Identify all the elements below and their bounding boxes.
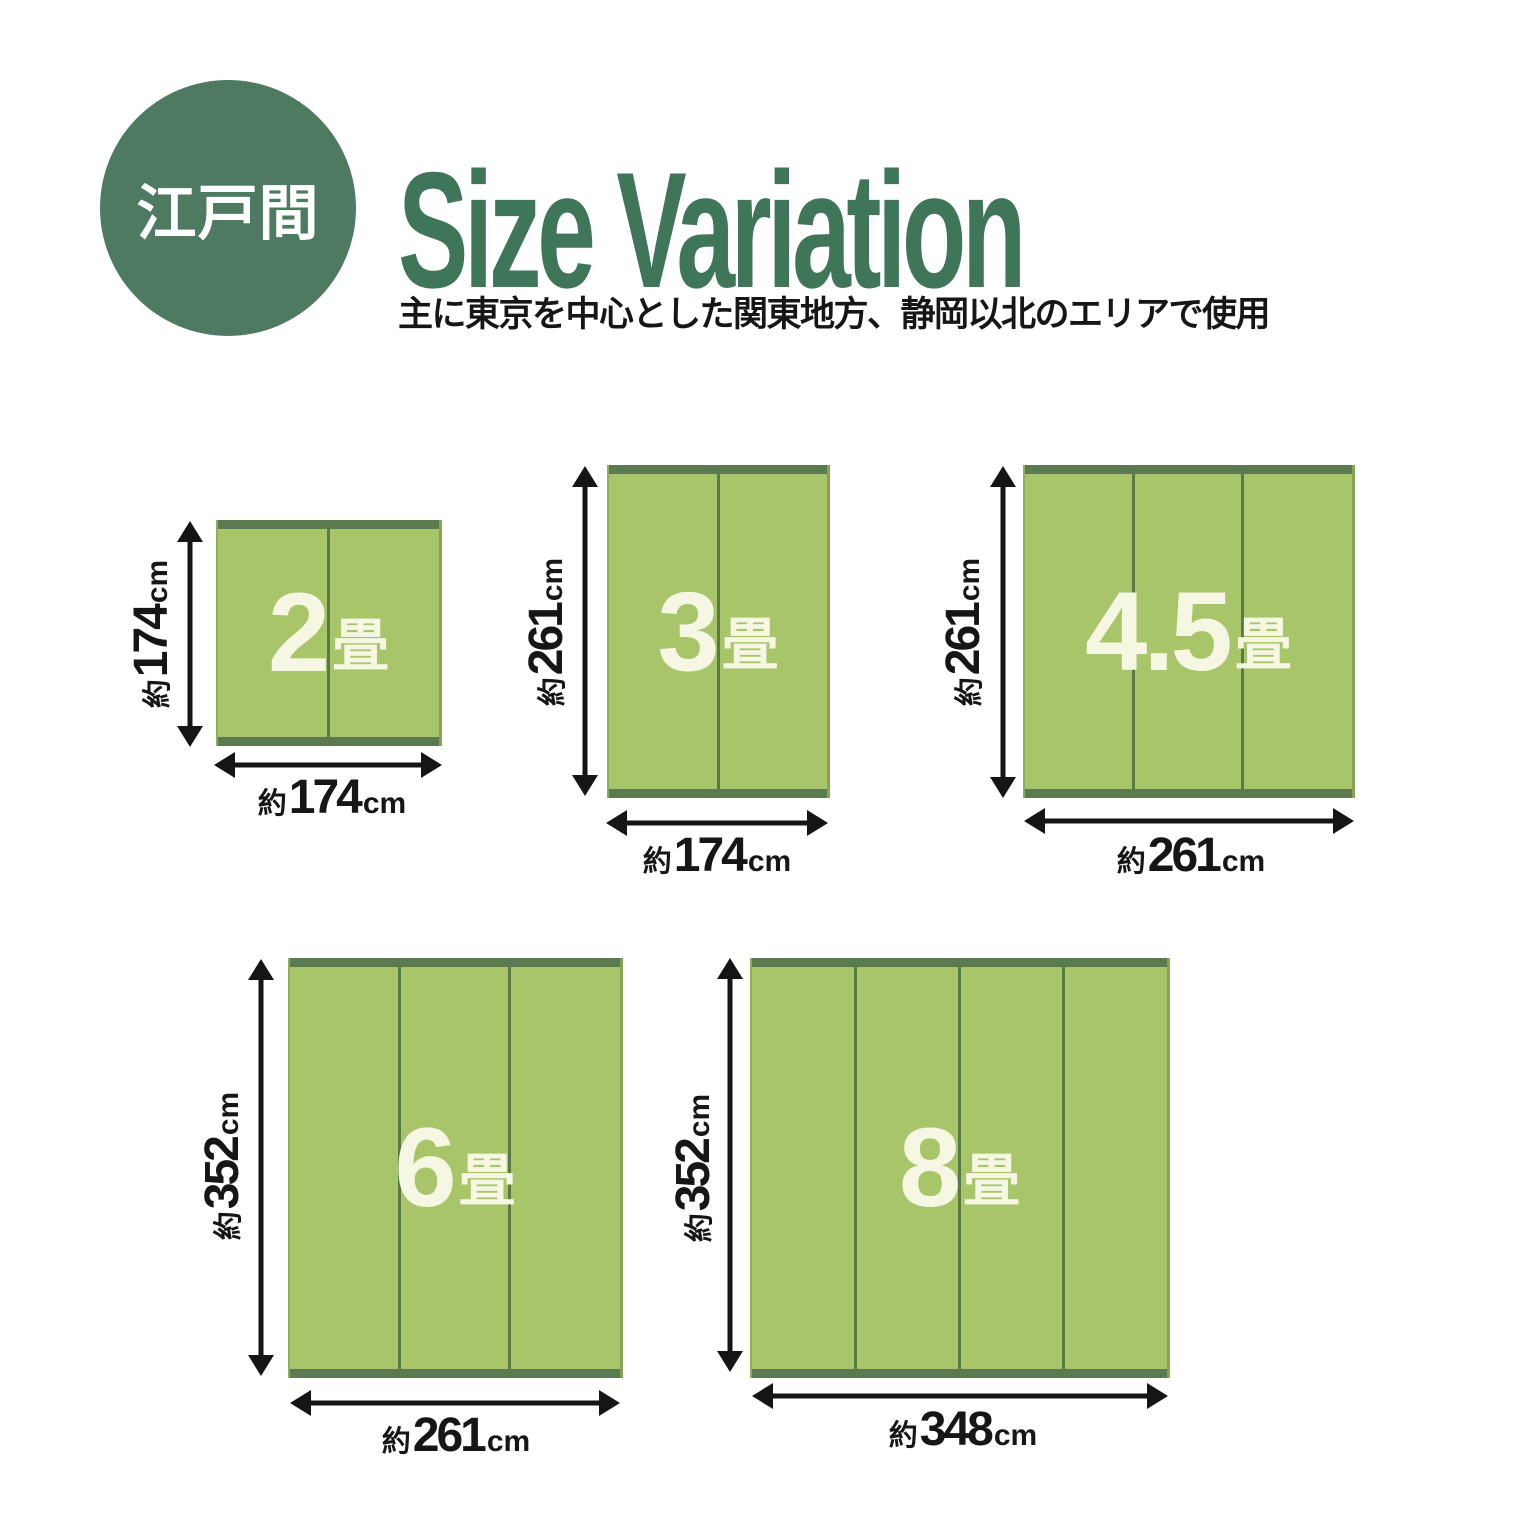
width-dimension-label: 約 261 cm (381, 1409, 531, 1462)
mat-divider (1241, 473, 1245, 790)
arrow-shaft (306, 1400, 604, 1406)
size-unit: 畳 (721, 612, 779, 677)
size-number: 4.5 (1085, 568, 1233, 694)
height-dimension-label: 約 261 cm (520, 557, 573, 707)
height-dimension-label: 約 352 cm (196, 1091, 249, 1241)
arrow-shaft (187, 537, 193, 731)
mat-divider (854, 966, 858, 1370)
size-label: 8 畳 (752, 958, 1167, 1378)
size-unit: 畳 (1234, 612, 1292, 677)
height-dimension-label: 約 174 cm (125, 559, 178, 709)
tatami-mat-6jo: 6 畳 (288, 958, 623, 1378)
size-unit: 畳 (963, 1149, 1021, 1213)
mat-divider (958, 966, 961, 1370)
height-arrow-icon (572, 466, 598, 796)
arrow-shaft (582, 482, 588, 780)
width-dimension-label: 約 348 cm (888, 1403, 1038, 1456)
size-number: 8 (898, 1105, 961, 1230)
arrow-shaft (1000, 482, 1006, 782)
width-dimension-label: 約 174 cm (642, 829, 792, 882)
mat-divider (1061, 966, 1065, 1370)
size-number: 2 (267, 570, 330, 695)
tatami-mat-2jo: 2 畳 (216, 520, 442, 746)
arrow-shaft (727, 974, 733, 1356)
height-arrow-icon (177, 521, 203, 747)
tatami-mat-8jo: 8 畳 (750, 958, 1170, 1378)
arrow-shaft (1040, 818, 1338, 824)
width-arrow-icon (214, 752, 442, 778)
tatami-mat-3jo: 3 畳 (607, 465, 830, 798)
width-dimension-label: 約 261 cm (1116, 829, 1266, 882)
width-arrow-icon (752, 1383, 1168, 1409)
height-dimension-label: 約 261 cm (937, 557, 990, 707)
width-arrow-icon (1024, 808, 1354, 834)
size-label: 3 畳 (609, 465, 827, 798)
region-badge-label: 江戸間 (136, 179, 320, 247)
tatami-mat-4-5jo: 4.5 畳 (1023, 465, 1355, 798)
size-label: 2 畳 (218, 520, 439, 746)
arrow-shaft (622, 820, 812, 826)
region-badge: 江戸間 (100, 80, 356, 336)
mat-divider (327, 528, 330, 738)
height-dimension-label: 約 352 cm (667, 1093, 720, 1243)
width-arrow-icon (606, 810, 828, 836)
mat-divider (716, 473, 720, 790)
mat-divider (398, 966, 402, 1370)
height-arrow-icon (990, 466, 1016, 798)
page-title: Size Variation (398, 138, 1026, 322)
height-arrow-icon (717, 958, 743, 1372)
size-label: 4.5 畳 (1025, 465, 1352, 798)
mat-divider (1132, 473, 1136, 790)
width-arrow-icon (290, 1390, 620, 1416)
size-unit: 畳 (458, 1149, 516, 1213)
arrow-shaft (230, 762, 426, 768)
size-label: 6 畳 (290, 958, 620, 1378)
width-dimension-label: 約 174 cm (257, 771, 407, 824)
arrow-shaft (768, 1393, 1152, 1399)
height-arrow-icon (248, 959, 274, 1376)
mat-divider (508, 966, 512, 1370)
size-number: 3 (657, 568, 719, 694)
arrow-shaft (258, 975, 264, 1360)
page-subtitle: 主に東京を中心とした関東地方、静岡以北のエリアで使用 (398, 295, 1271, 334)
size-unit: 畳 (332, 614, 390, 678)
size-number: 6 (394, 1105, 456, 1230)
